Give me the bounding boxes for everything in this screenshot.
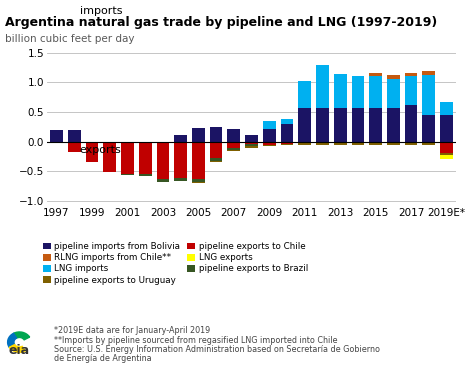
Bar — [156, 142, 169, 179]
Bar — [299, 142, 311, 143]
Bar — [387, 142, 400, 143]
Bar — [245, 142, 258, 144]
Bar — [263, 142, 276, 145]
Bar — [387, 108, 400, 142]
Bar — [316, 143, 329, 145]
Bar — [299, 81, 311, 108]
Legend: pipeline imports from Bolivia, RLNG imports from Chile**, LNG imports, pipeline : pipeline imports from Bolivia, RLNG impo… — [43, 242, 308, 285]
Bar — [192, 128, 205, 142]
Text: Source: U.S. Energy Information Administration based on Secretaría de Gobierno: Source: U.S. Energy Information Administ… — [54, 345, 380, 354]
Bar — [334, 142, 347, 143]
Bar — [440, 153, 453, 155]
Bar — [316, 108, 329, 142]
Bar — [263, 128, 276, 142]
Bar — [210, 127, 222, 142]
Text: Argentina natural gas trade by pipeline and LNG (1997-2019): Argentina natural gas trade by pipeline … — [5, 16, 437, 30]
Bar — [387, 143, 400, 145]
Bar — [440, 155, 453, 159]
Bar — [86, 142, 98, 163]
Bar — [227, 128, 240, 142]
Text: eia: eia — [9, 344, 30, 357]
Text: **Imports by pipeline sourced from regasified LNG imported into Chile: **Imports by pipeline sourced from regas… — [54, 336, 337, 345]
Text: imports: imports — [80, 6, 122, 16]
Text: billion cubic feet per day: billion cubic feet per day — [5, 34, 134, 44]
Bar — [423, 71, 435, 75]
Bar — [405, 142, 417, 143]
Text: *2019E data are for January-April 2019: *2019E data are for January-April 2019 — [54, 326, 210, 336]
Bar — [440, 115, 453, 142]
Text: exports: exports — [80, 145, 121, 155]
Bar — [369, 76, 382, 108]
Bar — [121, 173, 134, 175]
Bar — [334, 108, 347, 142]
Bar — [423, 142, 435, 143]
Bar — [351, 142, 364, 143]
Wedge shape — [14, 332, 29, 340]
Bar — [227, 147, 240, 150]
Bar — [263, 121, 276, 128]
Bar — [245, 135, 258, 142]
Bar — [351, 76, 364, 108]
Bar — [299, 108, 311, 142]
Bar — [440, 142, 453, 153]
Bar — [245, 146, 258, 147]
Bar — [210, 161, 222, 162]
Bar — [334, 74, 347, 108]
Bar — [174, 135, 187, 142]
Bar — [174, 178, 187, 181]
Bar — [281, 142, 293, 144]
Bar — [245, 144, 258, 146]
Bar — [316, 65, 329, 108]
Bar — [387, 75, 400, 79]
Wedge shape — [9, 345, 25, 352]
Bar — [281, 124, 293, 142]
Bar — [192, 182, 205, 183]
Bar — [139, 173, 152, 176]
Bar — [68, 130, 80, 142]
Bar — [387, 79, 400, 108]
Bar — [210, 158, 222, 161]
Bar — [68, 142, 80, 152]
Bar — [405, 73, 417, 76]
Bar — [121, 142, 134, 173]
Bar — [156, 179, 169, 182]
Bar — [334, 143, 347, 145]
Bar — [369, 73, 382, 76]
Bar — [369, 143, 382, 145]
Bar — [139, 142, 152, 173]
Bar — [281, 119, 293, 124]
Bar — [440, 102, 453, 115]
Bar — [369, 108, 382, 142]
Bar — [423, 115, 435, 142]
Bar — [227, 142, 240, 147]
Bar — [281, 144, 293, 145]
Bar — [210, 142, 222, 158]
Bar — [423, 143, 435, 145]
Text: de Energía de Argentina: de Energía de Argentina — [54, 354, 152, 363]
Bar — [263, 145, 276, 146]
Bar — [405, 76, 417, 105]
Bar — [423, 75, 435, 115]
Bar — [174, 142, 187, 178]
Bar — [351, 108, 364, 142]
Bar — [369, 142, 382, 143]
Bar — [405, 105, 417, 142]
Bar — [316, 142, 329, 143]
Bar — [227, 150, 240, 151]
Bar — [192, 142, 205, 179]
Bar — [351, 143, 364, 145]
Bar — [103, 142, 116, 172]
Bar — [50, 130, 63, 142]
Bar — [192, 179, 205, 182]
Bar — [405, 143, 417, 145]
Wedge shape — [7, 333, 17, 347]
Bar — [299, 143, 311, 145]
